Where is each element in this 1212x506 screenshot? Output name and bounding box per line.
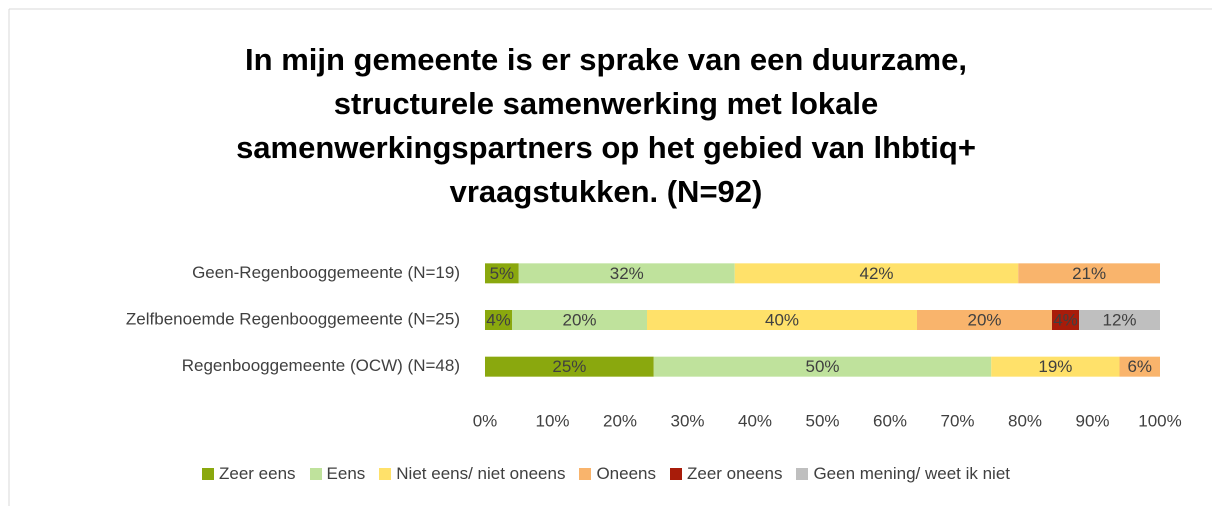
data-label: 20%	[967, 310, 1001, 329]
x-tick-label: 0%	[473, 411, 498, 430]
legend-swatch	[309, 468, 322, 480]
legend-swatch	[796, 468, 809, 480]
data-label: 20%	[562, 310, 596, 329]
x-tick-label: 10%	[535, 411, 569, 430]
legend-swatch	[670, 468, 682, 480]
x-tick-label: 70%	[940, 411, 974, 430]
legend-label: Niet eens/ niet oneens	[396, 464, 566, 483]
bar-segment	[991, 356, 1120, 377]
bar-segment	[734, 263, 1019, 284]
legend-swatch	[379, 468, 392, 480]
bar-segment	[512, 310, 647, 330]
y-tick-label: Regenbooggemeente (OCW) (N=48)	[182, 356, 460, 375]
legend-label: Zeer eens	[218, 464, 296, 483]
legend: Zeer eens Eens Niet eens/ niet oneens Oneen…	[0, 464, 1212, 484]
data-label: 4%	[1053, 310, 1078, 329]
data-label: 5%	[490, 264, 515, 283]
x-tick-label: 100%	[1138, 411, 1181, 430]
data-label: 42%	[859, 264, 893, 283]
y-tick-label: Zelfbenoemde Regenbooggemeente (N=25)	[126, 309, 460, 328]
legend-swatch	[201, 468, 214, 480]
x-tick-label: 50%	[805, 411, 839, 430]
y-tick-label: Geen-Regenbooggemeente (N=19)	[192, 263, 460, 282]
bar-segment	[1052, 310, 1079, 330]
x-tick-label: 20%	[603, 411, 637, 430]
data-label: 50%	[805, 357, 839, 376]
data-label: 4%	[486, 310, 511, 329]
bar-segment	[1079, 310, 1160, 330]
bar-segment	[518, 263, 735, 284]
data-label: 19%	[1038, 357, 1072, 376]
data-label: 40%	[765, 310, 799, 329]
legend-label: Eens	[326, 464, 366, 483]
bar-segment	[1119, 356, 1160, 377]
legend-item: Zeer oneens	[670, 464, 782, 484]
legend-item: Oneens	[579, 464, 656, 484]
legend-label: Zeer oneens	[687, 464, 783, 483]
x-tick-label: 30%	[670, 411, 704, 430]
legend-swatch	[579, 468, 592, 480]
data-label: 21%	[1072, 264, 1106, 283]
legend-item: Zeer eens	[201, 464, 296, 484]
bar-segment	[485, 310, 512, 330]
x-tick-label: 40%	[738, 411, 772, 430]
bar-segment	[917, 310, 1052, 330]
legend-item: Geen mening/ weet ik niet	[796, 464, 1010, 484]
data-label: 25%	[552, 357, 586, 376]
bar-segment	[485, 263, 519, 284]
data-label: 12%	[1102, 310, 1136, 329]
x-tick-label: 80%	[1008, 411, 1042, 430]
legend-label: Geen mening/ weet ik niet	[813, 464, 1011, 483]
data-label: 6%	[1127, 357, 1152, 376]
chart-title: In mijn gemeente is er sprake van een du…	[236, 42, 976, 209]
legend-item: Eens	[309, 464, 366, 484]
bar-segment	[485, 356, 654, 377]
legend-item: Niet eens/ niet oneens	[379, 464, 565, 484]
bar-segment	[1018, 263, 1160, 284]
legend-label: Oneens	[596, 464, 656, 483]
bar-segment	[647, 310, 917, 330]
bar-segment	[653, 356, 992, 377]
x-tick-label: 60%	[873, 411, 907, 430]
data-label: 32%	[610, 264, 644, 283]
x-tick-label: 90%	[1075, 411, 1109, 430]
